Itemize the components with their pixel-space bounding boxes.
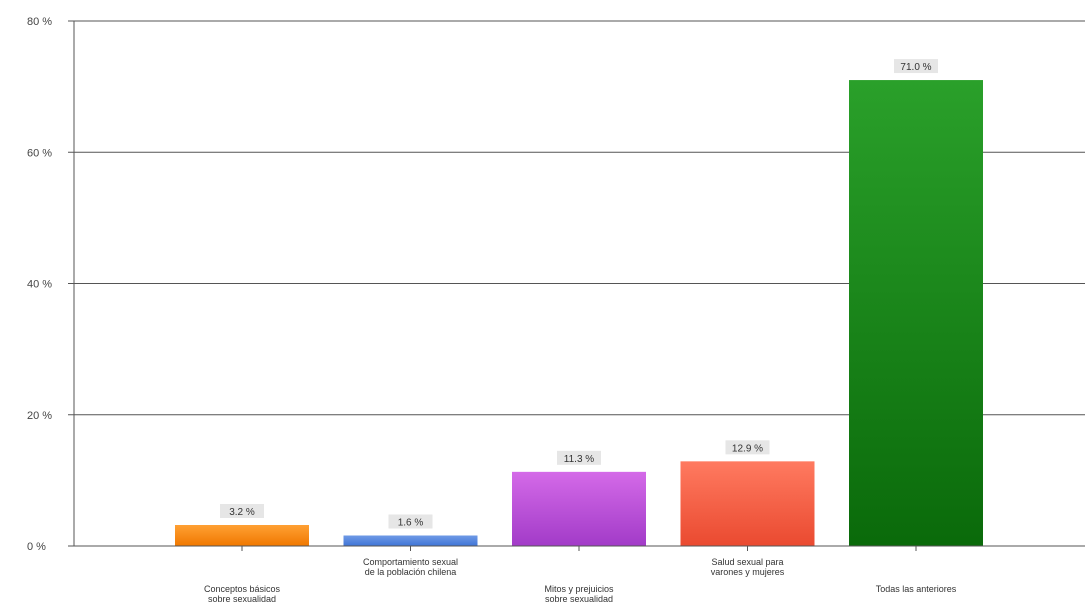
bar [512, 471, 646, 546]
bar [343, 535, 478, 546]
data-label: 71.0 % [900, 62, 931, 73]
x-tick-label: Comportamiento sexual de la población chi… [363, 557, 458, 577]
y-tick-label: 40 % [27, 279, 52, 291]
y-axis: 0 % 20 % 40 % 60 % 80 % [27, 16, 75, 553]
x-tick-label: Conceptos básicos sobre sexualidad [204, 584, 281, 604]
y-tick-label: 60 % [27, 147, 52, 159]
y-tick-label: 20 % [27, 410, 52, 422]
x-tick-label: Salud sexual para varones y mujeres [711, 557, 785, 577]
bars: 3.2 % 1.6 % 11.3 % 12.9 % 71.0 % [175, 59, 983, 546]
bar [680, 461, 815, 546]
y-tick-label: 0 % [27, 541, 46, 553]
data-label: 1.6 % [398, 518, 424, 529]
data-label-bg [388, 514, 433, 529]
x-tick-label: Todas las anteriores [876, 584, 957, 594]
data-label: 11.3 % [564, 454, 594, 465]
data-label: 3.2 % [229, 507, 255, 518]
data-label-bg [725, 440, 770, 455]
data-label: 12.9 % [732, 443, 763, 454]
data-label-bg [557, 450, 601, 465]
data-label-bg [894, 59, 938, 74]
x-tick-label: Mitos y prejuicios sobre sexualidad [544, 584, 614, 604]
x-axis: Conceptos básicos sobre sexualidad Comport… [74, 545, 1085, 604]
y-tick-label: 80 % [27, 16, 52, 28]
bar [849, 80, 983, 546]
data-label-bg [220, 504, 264, 518]
bar [175, 525, 309, 546]
